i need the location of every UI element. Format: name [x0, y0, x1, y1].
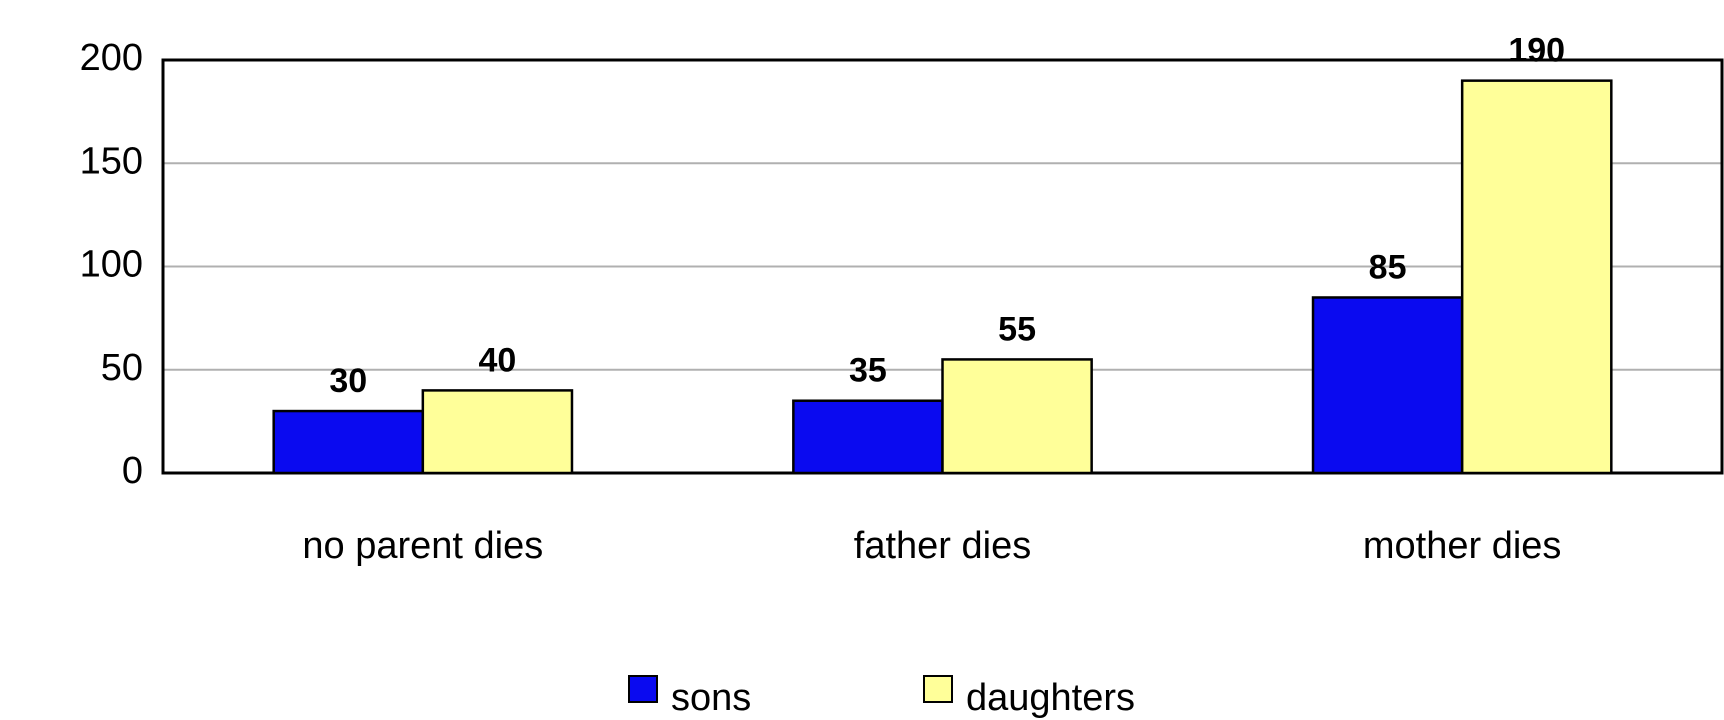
bar	[792, 399, 944, 475]
bar	[421, 389, 574, 475]
y-tick-label: 150	[80, 140, 143, 182]
data-label: 55	[998, 310, 1036, 348]
x-tick-label: father dies	[854, 525, 1031, 567]
data-label: 30	[329, 362, 367, 400]
legend-label: sons	[671, 677, 751, 719]
legend-swatch	[923, 675, 953, 703]
y-tick-label: 100	[80, 244, 143, 286]
x-tick-label: no parent dies	[302, 525, 543, 567]
y-tick-label: 50	[101, 347, 143, 389]
legend-swatch	[628, 675, 658, 703]
bar	[941, 358, 1093, 475]
data-label: 190	[1508, 32, 1565, 70]
data-label: 35	[849, 352, 887, 390]
legend-label: daughters	[966, 677, 1135, 719]
bar	[1460, 79, 1613, 475]
y-tick-label: 0	[122, 450, 143, 492]
x-tick-label: mother dies	[1363, 525, 1562, 567]
data-label: 85	[1369, 248, 1407, 286]
bar	[272, 409, 425, 475]
y-tick-label: 200	[80, 37, 143, 79]
data-label: 40	[478, 341, 516, 379]
bar	[1311, 296, 1464, 475]
